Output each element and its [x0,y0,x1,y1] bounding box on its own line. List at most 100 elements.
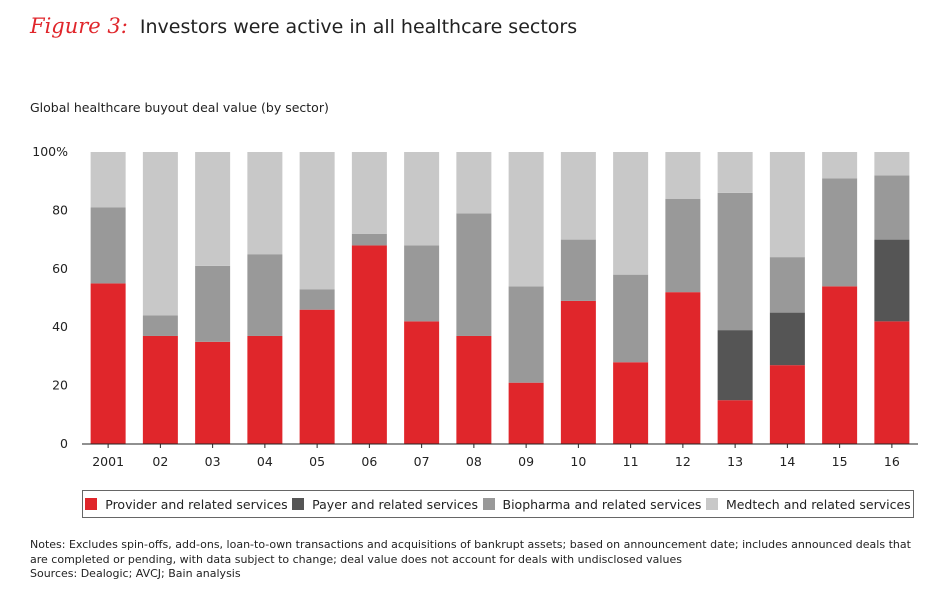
bar-segment-medtech-10 [560,152,596,240]
bar-stack-09 [508,152,544,444]
legend-label: Provider and related services [105,496,288,512]
bar-stack-03 [195,152,231,444]
x-tick-label: 02 [152,454,168,469]
y-tick-label: 20 [52,378,68,393]
x-tick-label: 2001 [92,454,124,469]
legend-item: Payer and related services [292,497,478,512]
bar-segment-provider-12 [665,292,701,444]
x-tick-label: 14 [779,454,795,469]
bar-segment-biopharma-2001 [90,207,126,284]
bar-segment-biopharma-09 [508,286,544,383]
bar-segment-medtech-05 [299,152,335,290]
notes: Notes: Excludes spin-offs, add-ons, loan… [30,538,920,582]
bar-segment-biopharma-03 [195,265,231,342]
x-axis: 2001 02 03 04 05 06 07 08 09 10 11 12 13 14 15 16 [92,444,900,469]
bar-stack-12 [665,152,701,444]
bar-segment-biopharma-05 [299,289,335,310]
bar-segment-biopharma-04 [247,254,283,336]
notes-text: Notes: Excludes spin-offs, add-ons, loan… [30,538,911,566]
bar-segment-provider-04 [247,335,283,444]
bar-segment-provider-02 [142,335,178,444]
bar-segment-payer-13 [717,330,753,401]
bar-segment-medtech-14 [769,152,805,258]
bar-segment-provider-2001 [90,283,126,444]
bar-stack-02 [142,152,178,444]
bar-stack-05 [299,152,335,444]
bar-segment-biopharma-11 [613,274,649,363]
x-tick-label: 11 [623,454,639,469]
x-tick-label: 13 [727,454,743,469]
y-axis: 0 20 40 60 80 100% [32,144,68,451]
x-tick-label: 03 [205,454,221,469]
bar-segment-medtech-06 [351,152,387,234]
legend-item: Biopharma and related services [482,496,702,512]
bar-segment-provider-10 [560,300,596,444]
y-tick-label: 100% [32,144,68,159]
x-tick-label: 08 [466,454,482,469]
bar-segment-payer-16 [874,239,910,322]
bar-stack-08 [456,152,492,444]
x-tick-label: 07 [414,454,430,469]
bar-stack-15 [822,152,858,444]
bar-stack-16 [874,152,910,444]
legend-swatch [482,498,495,510]
legend-label: Medtech and related services [725,496,911,512]
bar-stack-04 [247,152,283,444]
legend-label: Payer and related services [312,496,478,512]
legend-swatch [85,498,98,510]
x-tick-label: 05 [309,454,325,469]
x-tick-label: 12 [675,454,691,469]
bar-segment-medtech-13 [717,152,753,193]
y-tick-label: 80 [52,202,68,217]
bar-segment-biopharma-07 [404,245,440,322]
bar-area [90,152,910,444]
bar-segment-provider-09 [508,382,544,444]
bar-segment-medtech-03 [195,152,231,266]
x-tick-label: 09 [518,454,534,469]
y-tick-label: 0 [60,436,68,451]
figure-title: Investors were active in all healthcare … [139,16,578,38]
legend-item: Medtech and related services [705,496,911,512]
bar-segment-medtech-09 [508,152,544,287]
chart-subtitle: Global healthcare buyout deal value (by … [30,100,329,115]
bar-segment-medtech-02 [142,152,178,316]
bar-segment-provider-11 [613,362,649,444]
bar-segment-medtech-04 [247,152,283,255]
legend-swatch [292,498,305,510]
legend-swatch [705,498,718,510]
bar-segment-biopharma-16 [874,175,910,240]
x-tick-label: 15 [832,454,848,469]
y-tick-label: 60 [52,261,68,276]
bar-stack-07 [404,152,440,444]
bar-stack-06 [351,152,387,444]
bar-stack-11 [613,152,649,444]
legend-label: Biopharma and related services [502,496,702,512]
bar-segment-biopharma-02 [142,315,178,336]
x-tick-label: 16 [884,454,900,469]
bar-segment-provider-13 [717,400,753,444]
bar-segment-biopharma-15 [822,178,858,287]
bar-segment-medtech-11 [613,152,649,275]
bar-segment-provider-03 [195,341,231,444]
bar-segment-medtech-12 [665,152,701,199]
stacked-bar-chart: 0 20 40 60 80 100% 2001 02 03 04 05 06 07 08 09 10 11 12… [32,144,918,469]
bar-segment-biopharma-08 [456,213,492,336]
bar-segment-provider-06 [351,245,387,444]
bar-segment-biopharma-06 [351,233,387,246]
bar-segment-medtech-08 [456,152,492,214]
bar-segment-biopharma-13 [717,192,753,331]
figure-label: Figure 3: [30,14,128,38]
x-tick-label: 10 [570,454,586,469]
bar-segment-provider-05 [299,309,335,444]
bar-segment-biopharma-14 [769,257,805,313]
bar-segment-provider-14 [769,365,805,444]
bar-segment-provider-15 [822,286,858,444]
bar-segment-biopharma-12 [665,198,701,293]
bar-stack-14 [769,152,805,444]
bar-segment-medtech-15 [822,152,858,179]
bar-segment-provider-08 [456,335,492,444]
bar-segment-medtech-07 [404,152,440,246]
legend-item: Provider and related services [85,496,288,512]
legend: Provider and related services Payer and r… [82,490,914,518]
bar-segment-provider-07 [404,321,440,444]
